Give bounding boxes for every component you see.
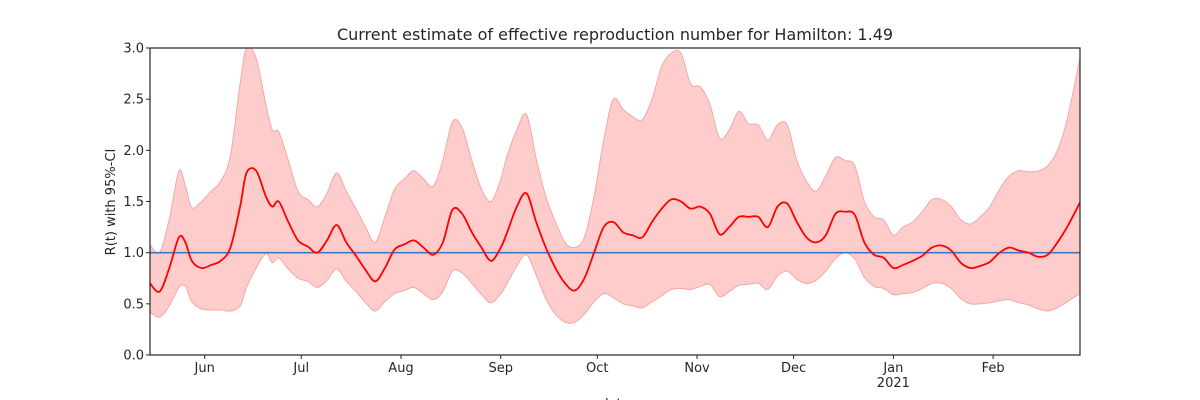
y-tick-label: 0.0: [123, 349, 144, 364]
x-tick-label: Aug: [388, 361, 413, 376]
chart-title: Current estimate of effective reproducti…: [337, 25, 893, 44]
x-axis-label: date: [600, 397, 629, 400]
axis-ticks: 0.0 0.5 1.0 1.5 2.0 2.5 3.0 Jun Jul Aug Sep Oct Nov D…: [123, 42, 1004, 392]
y-tick-label: 1.0: [123, 246, 144, 261]
x-tick-label: Jan: [882, 361, 903, 376]
y-axis-label: R(t) with 95%-CI: [104, 149, 119, 256]
x-tick-label: Nov: [684, 361, 710, 376]
x-tick-sublabel: 2021: [877, 376, 910, 391]
x-tick-label: Jul: [292, 361, 309, 376]
plot-frame: [149, 47, 1081, 356]
x-tick-label: Jun: [194, 361, 215, 376]
x-tick-label: Feb: [982, 361, 1005, 376]
ci-band-0: [150, 48, 1080, 324]
y-tick-label: 0.5: [123, 297, 144, 312]
x-tick-label: Dec: [781, 361, 806, 376]
y-tick-label: 3.0: [123, 42, 144, 57]
y-tick-label: 2.0: [123, 144, 144, 159]
y-tick-label: 1.5: [123, 195, 144, 210]
rt-estimate-line-0: [150, 167, 1080, 293]
plot-area: [150, 48, 1080, 324]
x-tick-label: Oct: [586, 361, 608, 376]
y-tick-label: 2.5: [123, 93, 144, 108]
x-tick-label: Sep: [489, 361, 514, 376]
